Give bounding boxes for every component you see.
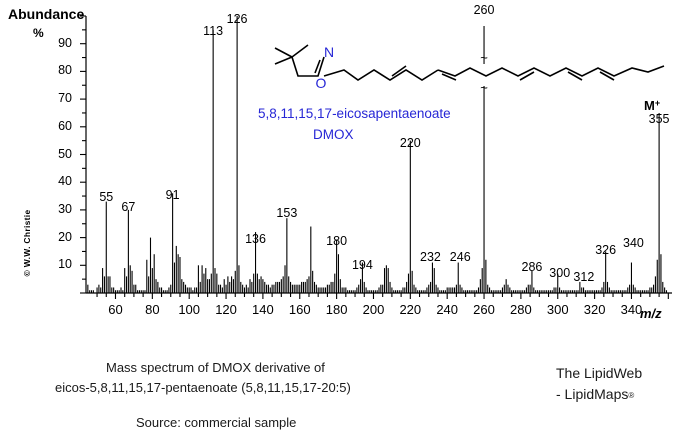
peak-label: 67 [121, 200, 136, 214]
caption-line-1: Mass spectrum of DMOX derivative of [106, 360, 325, 375]
double-bond-4 [567, 71, 583, 81]
double-bond-2 [441, 73, 457, 81]
caption-source: Source: commercial sample [136, 415, 297, 430]
double-bond-5 [599, 71, 615, 81]
compound-class-label: DMOX [313, 127, 354, 142]
chain-segment-2 [437, 65, 665, 77]
peak-label: 126 [226, 12, 248, 26]
peak-label: 300 [549, 266, 571, 280]
methyl-bond-b [274, 56, 293, 65]
double-bond-1 [391, 65, 407, 77]
x-axis-tick-label: 280 [510, 302, 532, 317]
peak-label: 232 [420, 250, 441, 264]
x-axis-tick-label: 80 [145, 302, 160, 317]
y-axis-tick-label: 80 [58, 63, 72, 78]
x-axis-title: m/z [640, 306, 662, 321]
peak-label: 220 [399, 136, 421, 150]
y-axis-tick-label: 50 [58, 146, 72, 161]
x-axis-tick-label: 180 [325, 302, 348, 317]
x-axis-tick-label: 340 [620, 302, 643, 317]
y-axis-tick-label: 10 [58, 257, 72, 272]
peak-label: 246 [449, 250, 471, 264]
brand-line-1: The LipidWeb [556, 365, 643, 381]
x-axis-tick-label: 220 [399, 302, 422, 317]
y-axis-tick-label: 30 [58, 201, 72, 216]
peak-label: 180 [326, 234, 348, 248]
x-axis-ticks [96, 293, 669, 299]
peak-label: 260 [473, 3, 495, 17]
y-axis-tick-label: 70 [58, 91, 72, 106]
y-axis-title: Abundance [8, 6, 85, 22]
x-axis-tick-label: 100 [178, 302, 201, 317]
oxygen-label: O [316, 75, 327, 91]
axis-break-mark: ~ [480, 80, 488, 95]
y-axis-ticks [80, 15, 86, 294]
peak-label: 136 [245, 232, 266, 246]
x-axis-tick-label: 240 [436, 302, 459, 317]
molecular-ion-marker: M+ [644, 98, 660, 113]
y-axis-tick-label: 90 [58, 35, 72, 50]
chemical-structure: N O [274, 44, 665, 91]
chain-segment-1 [323, 69, 439, 81]
peak-label: 355 [648, 112, 670, 126]
x-axis-tick-label: 160 [288, 302, 311, 317]
peak-label: 312 [573, 270, 595, 284]
imine-double-bond [314, 59, 321, 74]
peak-label: 153 [276, 206, 298, 220]
y-axis-tick-label: 20 [58, 229, 72, 244]
compound-name-label: 5,8,11,15,17-eicosapentaenoate [258, 106, 451, 121]
x-axis-tick-label: 300 [546, 302, 569, 317]
spectrum-plot: ~ ~ N O [80, 15, 672, 299]
methyl-bond-a [274, 47, 293, 58]
nitrogen-label: N [324, 44, 334, 60]
peak-label: 194 [351, 258, 373, 272]
x-axis-tick-label: 320 [583, 302, 606, 317]
y-axis-tick-label: 60 [58, 118, 72, 133]
oxazoline-ring [291, 44, 325, 77]
molecular-ion-charge: + [654, 98, 661, 108]
x-axis-tick-label: 120 [215, 302, 237, 317]
x-axis-tick-label: 200 [362, 302, 385, 317]
y-axis-tick-label: 40 [58, 174, 72, 189]
x-axis-tick-label: 60 [108, 302, 123, 317]
brand-line-2: - LipidMaps® [556, 386, 634, 402]
y-axis-unit: % [33, 26, 44, 40]
peak-label: 326 [595, 243, 617, 257]
x-axis-tick-label: 140 [252, 302, 274, 317]
double-bond-3 [519, 71, 535, 81]
x-axis-tick-label: 260 [473, 302, 495, 317]
peak-label: 113 [203, 24, 224, 38]
peak-label-layer: 10 20 30 40 50 60 70 80 90 60 80 100 120 140 160 180 200… [58, 3, 670, 317]
molecular-ion-letter: M [644, 98, 655, 113]
axis-break-mark: ~ [480, 50, 488, 65]
peak-label: 286 [521, 260, 543, 274]
peak-label: 91 [165, 188, 180, 202]
brand-name: - LipidMaps [556, 386, 629, 402]
registered-mark: ® [628, 391, 635, 400]
peak-label: 55 [99, 190, 114, 204]
peak-label: 340 [623, 236, 644, 250]
caption-line-2: eicos-5,8,11,15,17-pentaenoate (5,8,11,1… [55, 380, 351, 395]
